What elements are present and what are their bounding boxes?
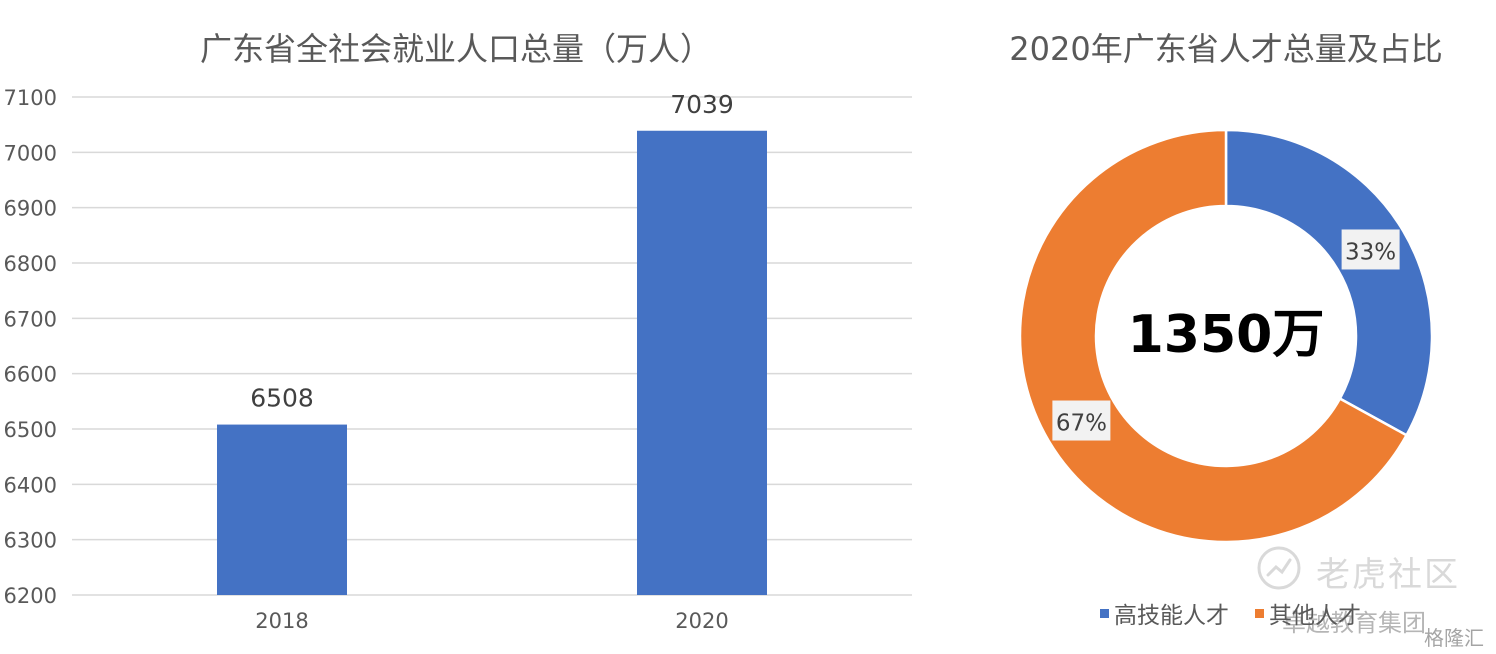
bar-y-tick-label: 6600: [4, 363, 57, 387]
bar-chart-bars: [217, 130, 767, 595]
bar-chart-title: 广东省全社会就业人口总量（万人）: [200, 30, 712, 68]
bar-data-label: 7039: [670, 90, 734, 119]
tiger-watermark-text: 老虎社区: [1316, 555, 1460, 595]
tiger-logo-icon: [1257, 546, 1301, 590]
bar-chart-data-labels: 6508 7039: [250, 90, 734, 413]
legend-marker-icon: [1255, 609, 1264, 618]
bar-chart-gridlines: [72, 96, 912, 596]
donut-data-label: 33%: [1345, 239, 1396, 265]
donut-chart-slices: [1018, 128, 1434, 544]
donut-label-box: [1052, 400, 1111, 441]
donut-data-label: 67%: [1056, 411, 1107, 437]
bar-y-tick-label: 6400: [4, 473, 57, 497]
bar-x-tick-label: 2018: [255, 609, 308, 633]
bar-chart-y-axis: 6200 6300 6400 6500 6600 6700 6800 6900 7000 7100: [4, 86, 57, 608]
bar-x-tick-label: 2020: [675, 609, 728, 633]
donut-slice-high-skill: [1224, 128, 1434, 437]
bar-data-label: 6508: [250, 384, 314, 413]
bar-y-tick-label: 6500: [4, 418, 57, 442]
bar-y-tick-label: 7000: [4, 141, 57, 165]
bar-y-tick-label: 6900: [4, 197, 57, 221]
donut-chart-legend: 高技能人才 其他人才: [1100, 603, 1361, 629]
bar-y-tick-label: 6800: [4, 252, 57, 276]
bar-2018: [217, 424, 347, 595]
legend-entry: 高技能人才: [1114, 603, 1229, 629]
donut-center-label: 1350万: [1128, 305, 1325, 365]
donut-slice-other: [1018, 128, 1409, 544]
bar-y-tick-label: 6700: [4, 307, 57, 331]
donut-chart-title: 2020年广东省人才总量及占比: [1009, 30, 1442, 68]
bar-y-tick-label: 6300: [4, 529, 57, 553]
gelonghui-watermark: 格隆汇: [1424, 626, 1484, 650]
donut-label-box: [1341, 229, 1400, 270]
group-watermark: 卓越教育集团: [1282, 609, 1426, 637]
donut-chart: 2020年广东省人才总量及占比 33% 67% 1350万 高技能人才 其他人才: [1009, 30, 1442, 629]
bar-y-tick-label: 7100: [4, 86, 57, 110]
bar-y-tick-label: 6200: [4, 584, 57, 608]
bar-chart: 广东省全社会就业人口总量（万人） 6200 6300 6400 6500 6600 670…: [4, 30, 912, 633]
bar-chart-x-axis: 2018 2020: [255, 609, 728, 633]
donut-chart-data-labels: 33% 67%: [1052, 229, 1400, 441]
bar-2020: [637, 130, 767, 595]
legend-marker-icon: [1100, 609, 1109, 618]
tiger-community-watermark: 老虎社区: [1256, 545, 1476, 595]
legend-entry: 其他人才: [1269, 603, 1361, 629]
